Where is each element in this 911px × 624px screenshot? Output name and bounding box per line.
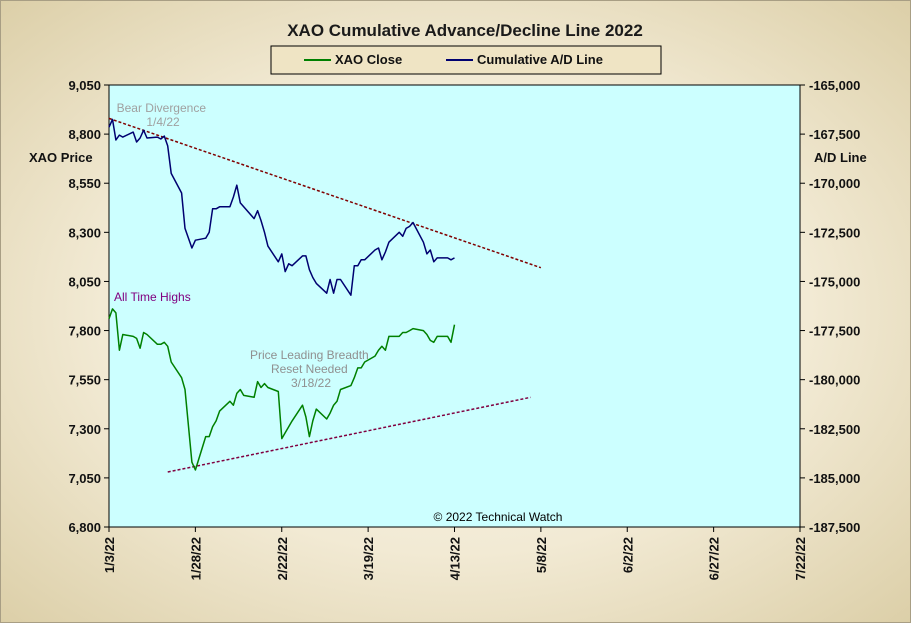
x-tick-label: 5/8/22: [534, 537, 549, 573]
x-tick-label: 4/13/22: [448, 537, 463, 580]
series-line-xao-close: [108, 308, 456, 471]
legend-label-xao-close: XAO Close: [335, 52, 402, 67]
y-right-tick-label: -185,000: [809, 471, 860, 486]
legend: XAO Close Cumulative A/D Line: [270, 45, 662, 75]
y-right-tick-label: -172,500: [809, 225, 860, 240]
x-tick-label: 6/2/22: [620, 537, 635, 573]
copyright-note: © 2022 Technical Watch: [434, 510, 563, 524]
y-right-tick-label: -182,500: [809, 422, 860, 437]
annotation-price-leading-breadth-line2: Reset Needed: [271, 362, 348, 376]
y-right-tick-label: -170,000: [809, 176, 860, 191]
y-left-tick-label: 7,050: [68, 471, 101, 486]
annotation-bear-divergence-line2: 1/4/22: [146, 115, 180, 129]
y-left-tick-label: 9,050: [68, 78, 101, 93]
annotation-price-leading-breadth-line3: 3/18/22: [291, 376, 331, 390]
annotation-all-time-highs: All Time Highs: [114, 290, 191, 304]
legend-label-cumulative-ad-line: Cumulative A/D Line: [477, 52, 603, 67]
x-tick-label: 6/27/22: [707, 537, 722, 580]
annotation-price-leading-breadth: Price Leading Breadth Reset Needed 3/18/…: [250, 348, 372, 390]
y-right-tick-label: -180,000: [809, 373, 860, 388]
chart-title: XAO Cumulative Advance/Decline Line 2022: [287, 21, 643, 40]
series-line-cumulative-a-d-line: [108, 118, 455, 296]
y-left-tick-label: 8,800: [68, 127, 101, 142]
y-right-tick-label: -165,000: [809, 78, 860, 93]
x-tick-label: 7/22/22: [793, 537, 808, 580]
y-right-ticks: -165,000 -167,500 -170,000 -172,500 -175,000…: [800, 78, 860, 535]
annotation-bear-divergence: Bear Divergence 1/4/22: [117, 101, 210, 129]
y-right-axis-label: A/D Line: [814, 150, 867, 165]
trendline-1: [108, 117, 542, 269]
copyright-note-line1: © 2022 Technical Watch: [434, 510, 563, 524]
x-tick-label: 1/28/22: [188, 537, 203, 580]
x-ticks: 1/3/22 1/28/22 2/22/22 3/19/22 4/13/22 5/8/22…: [102, 527, 808, 580]
y-left-axis-label: XAO Price: [29, 150, 93, 165]
y-left-tick-label: 7,800: [68, 324, 101, 339]
trendlines: [108, 117, 542, 473]
plot-area: [108, 84, 801, 528]
x-tick-label: 3/19/22: [361, 537, 376, 580]
y-right-tick-label: -175,000: [809, 274, 860, 289]
annotation-bear-divergence-line1: Bear Divergence: [117, 101, 207, 115]
y-left-tick-label: 8,550: [68, 176, 101, 191]
series-group: [108, 118, 456, 471]
y-left-tick-label: 8,300: [68, 225, 101, 240]
trendline-2: [167, 396, 531, 473]
y-left-ticks: 9,050 8,800 8,550 8,300 8,050 7,800 7,550 7,300…: [68, 78, 109, 535]
y-right-tick-label: -177,500: [809, 324, 860, 339]
annotation-price-leading-breadth-line1: Price Leading Breadth: [250, 348, 369, 362]
y-left-tick-label: 8,050: [68, 274, 101, 289]
x-tick-label: 1/3/22: [102, 537, 117, 573]
annotation-all-time-highs-line1: All Time Highs: [114, 290, 191, 304]
y-left-tick-label: 6,800: [68, 520, 101, 535]
y-right-tick-label: -167,500: [809, 127, 860, 142]
y-right-tick-label: -187,500: [809, 520, 860, 535]
x-tick-label: 2/22/22: [275, 537, 290, 580]
y-left-tick-label: 7,300: [68, 422, 101, 437]
y-left-tick-label: 7,550: [68, 373, 101, 388]
